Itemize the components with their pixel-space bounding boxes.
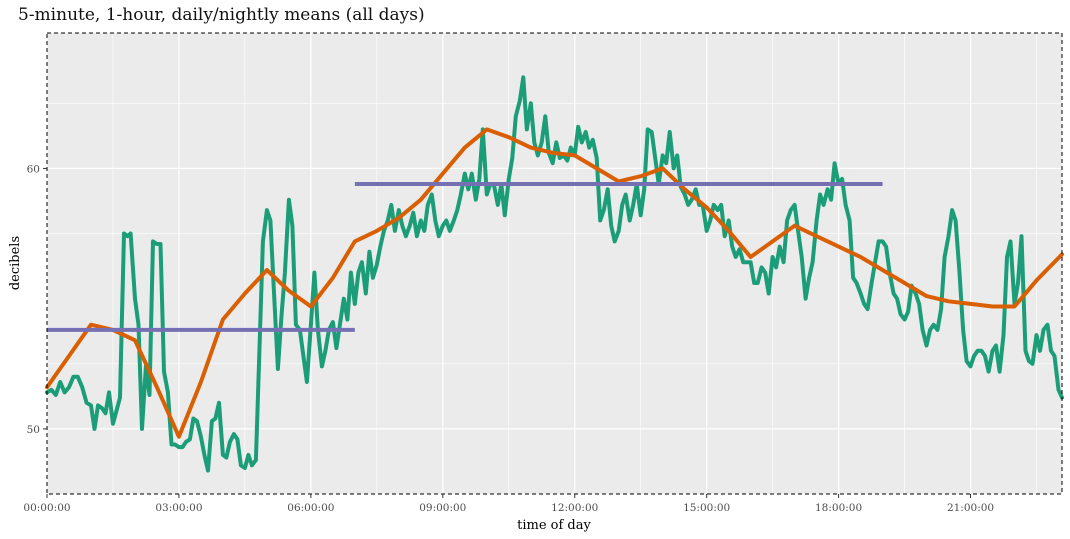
series-day-night-means (47, 182, 883, 332)
y-tick-label: 50 (27, 424, 40, 436)
y-tick-label: 60 (27, 163, 40, 175)
y-axis-label: decibels (8, 236, 23, 290)
x-tick-label: 06:00:00 (287, 502, 334, 514)
x-tick-label: 15:00:00 (683, 502, 730, 514)
x-tick-label: 18:00:00 (815, 502, 862, 514)
chart-title: 5-minute, 1-hour, daily/nightly means (a… (18, 5, 425, 25)
panel-border (46, 32, 1063, 495)
x-axis-label: time of day (517, 518, 591, 533)
x-tick-label: 12:00:00 (551, 502, 598, 514)
x-axis: 00:00:00 03:00:00 06:00:00 09:00:00 12:00:00… (23, 494, 994, 514)
x-tick-label: 09:00:00 (419, 502, 466, 514)
x-tick-label: 00:00:00 (23, 502, 70, 514)
x-tick-label: 03:00:00 (155, 502, 202, 514)
y-axis: 50 60 (27, 163, 47, 436)
series-line-hourly (45, 127, 1064, 439)
series-line-five-minute (45, 75, 1064, 473)
series-layer (45, 75, 1064, 473)
x-tick-label: 21:00:00 (947, 502, 994, 514)
